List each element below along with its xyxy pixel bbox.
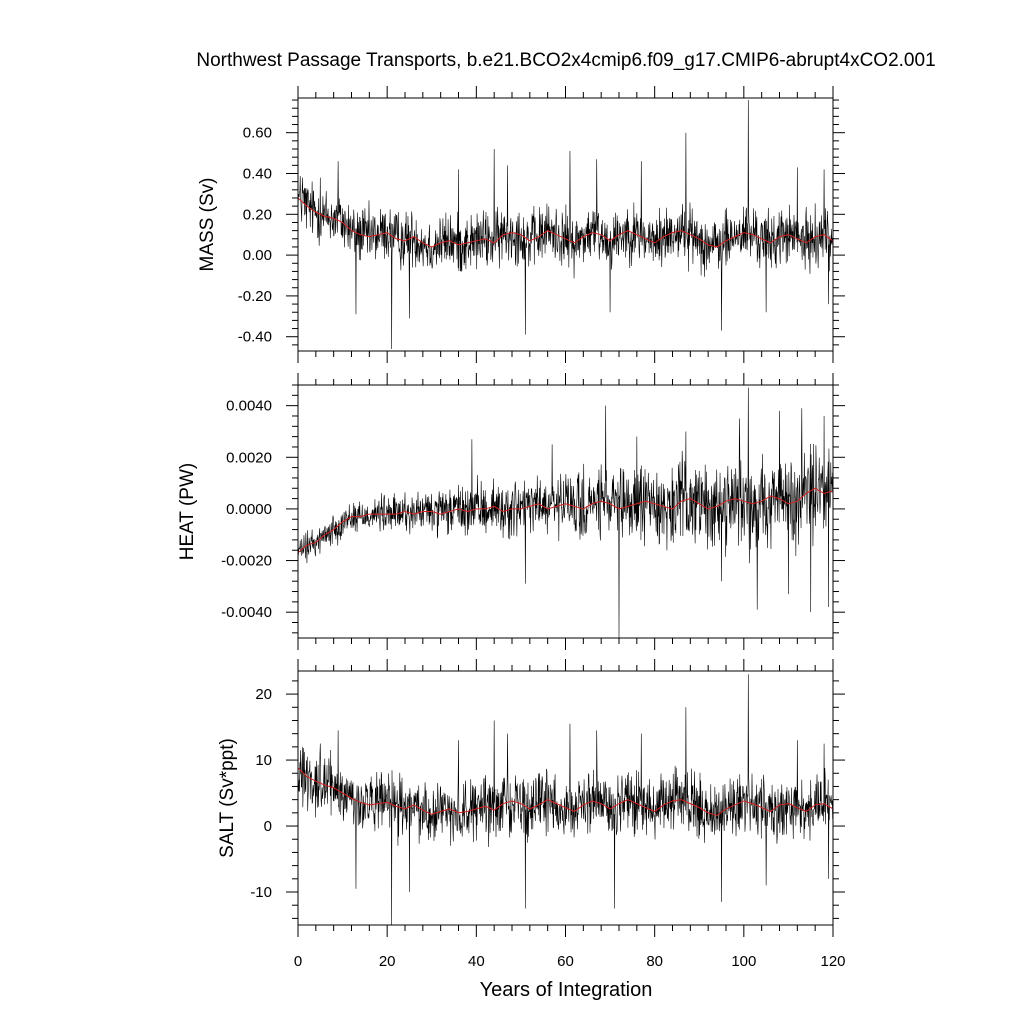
mass-y-axis-label: MASS (Sv) xyxy=(197,178,218,272)
salt-smoothed-series xyxy=(298,767,833,817)
panel-heat: -0.0040 -0.0020 0.0000 0.0020 0.0040 HEAT (PW… xyxy=(177,373,845,650)
mass-smoothed-series xyxy=(298,197,833,248)
mass-ytick-label: -0.40 xyxy=(238,329,272,346)
salt-ytick-label: -10 xyxy=(250,884,272,901)
heat-smoothed-series xyxy=(298,487,833,554)
salt-ytick-label: 0 xyxy=(264,818,272,835)
mass-ytick-label: 0.40 xyxy=(243,165,272,182)
mass-ytick-label: -0.20 xyxy=(238,288,272,305)
xtick-label: 20 xyxy=(379,953,396,970)
chart-title: Northwest Passage Transports, b.e21.BCO2… xyxy=(196,50,935,71)
salt-ytick-label: 20 xyxy=(255,686,272,703)
xtick-label: 100 xyxy=(731,953,756,970)
salt-ytick-label: 10 xyxy=(255,752,272,769)
salt-y-axis-label: SALT (Sv*ppt) xyxy=(217,738,238,858)
xtick-label: 40 xyxy=(468,953,485,970)
heat-ytick-label: 0.0040 xyxy=(226,398,272,415)
mass-ytick-label: 0.20 xyxy=(243,206,272,223)
salt-raw-series xyxy=(298,674,833,925)
panels: -0.40 -0.20 0.00 0.20 0.40 0.60 MASS (Sv) -0.00… xyxy=(177,86,846,970)
xtick-label: 60 xyxy=(557,953,574,970)
mass-ytick-label: 0.60 xyxy=(243,125,272,142)
x-axis-label: Years of Integration xyxy=(480,979,653,1001)
heat-ytick-label: 0.0000 xyxy=(226,501,272,518)
heat-ytick-label: -0.0040 xyxy=(221,604,272,621)
heat-ytick-label: -0.0020 xyxy=(221,553,272,570)
mass-raw-series xyxy=(298,100,833,349)
xtick-label: 120 xyxy=(820,953,845,970)
mass-ytick-label: 0.00 xyxy=(243,247,272,264)
xtick-label: 80 xyxy=(646,953,663,970)
heat-ytick-label: 0.0020 xyxy=(226,449,272,466)
heat-y-axis-label: HEAT (PW) xyxy=(177,463,198,560)
xtick-label: 0 xyxy=(294,953,302,970)
panel-salt: -10 0 10 20 SALT (Sv*ppt) xyxy=(217,659,845,937)
panel-mass: -0.40 -0.20 0.00 0.20 0.40 0.60 MASS (Sv) xyxy=(197,86,845,363)
heat-raw-series xyxy=(298,387,833,638)
